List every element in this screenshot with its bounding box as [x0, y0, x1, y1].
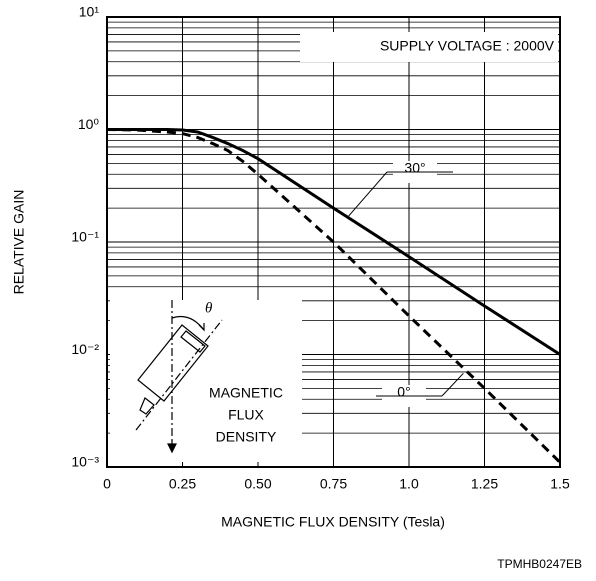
y-axis-label: RELATIVE GAIN	[11, 190, 27, 295]
y-tick-label: 10⁻¹	[71, 229, 99, 245]
y-tick-label: 10⁻²	[71, 341, 99, 357]
callout-leader	[441, 372, 464, 397]
inset-label: DENSITY	[216, 429, 277, 445]
x-tick-label: 0.25	[169, 476, 196, 492]
y-tick-label: 10⁰	[78, 116, 100, 132]
x-tick-label: 1.5	[550, 476, 570, 492]
series-line	[106, 128, 562, 464]
y-tick-label: 10⁻³	[71, 454, 99, 470]
y-tick-label: 10¹	[79, 4, 100, 20]
series-label: 0°	[397, 384, 410, 400]
inset-label: MAGNETIC	[209, 385, 283, 401]
supply-voltage: SUPPLY VOLTAGE : 2000V	[380, 38, 555, 54]
x-tick-label: 0.50	[244, 476, 271, 492]
inset-label-bg	[195, 382, 300, 448]
figure-code: TPMHB0247EB	[497, 557, 582, 571]
inset-label: FLUX	[228, 407, 264, 423]
x-tick-label: 0	[103, 476, 111, 492]
callout-leader	[348, 171, 388, 217]
series-label: 30°	[404, 160, 425, 176]
inset-angle: θ	[205, 300, 213, 316]
plot-frame	[106, 16, 561, 468]
x-tick-label: 1.0	[399, 476, 419, 492]
title-background	[300, 32, 558, 62]
x-tick-label: 1.25	[471, 476, 498, 492]
inset-drawing	[135, 300, 223, 454]
x-axis-label: MAGNETIC FLUX DENSITY (Tesla)	[221, 514, 445, 530]
x-tick-label: 0.75	[320, 476, 347, 492]
series-line	[107, 128, 561, 356]
